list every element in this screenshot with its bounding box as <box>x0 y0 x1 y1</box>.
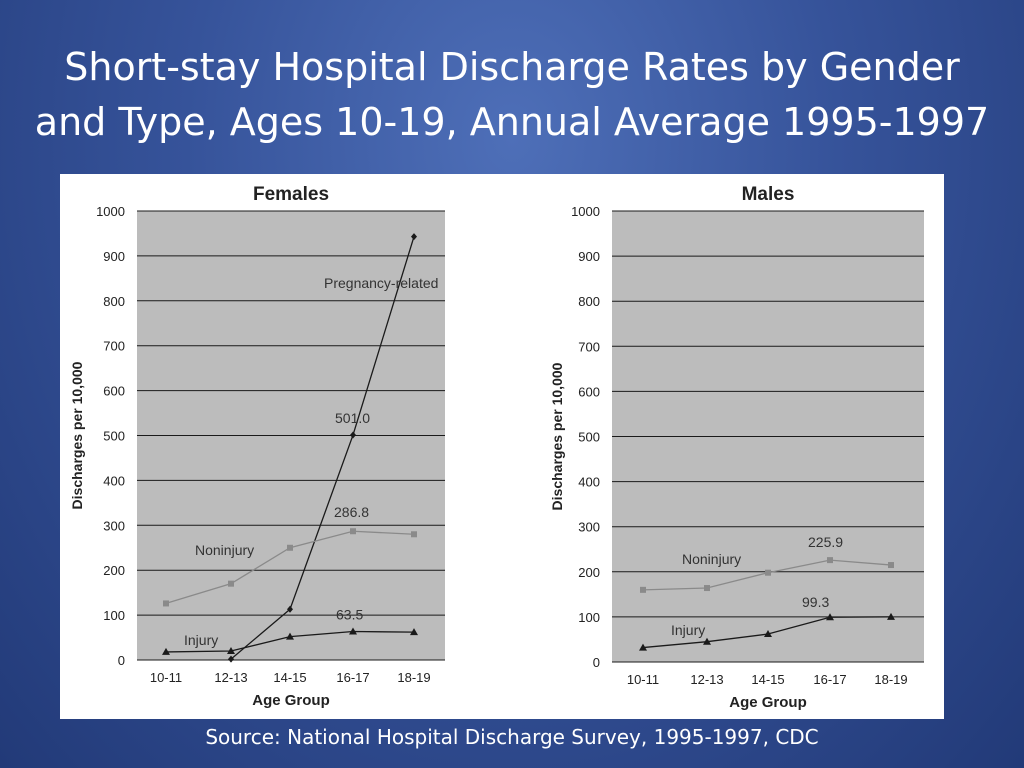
x-tick-label: 14-15 <box>751 672 784 687</box>
x-tick-label: 12-13 <box>214 670 247 685</box>
y-tick-label: 0 <box>593 655 600 670</box>
data-point-noninjury <box>827 557 833 564</box>
x-tick-label: 18-19 <box>874 672 907 687</box>
y-tick-label: 700 <box>578 339 600 354</box>
y-tick-label: 1000 <box>571 204 600 219</box>
x-axis-title: Age Group <box>729 694 807 711</box>
series-label-injury: Injury <box>184 632 218 648</box>
data-point-noninjury <box>765 569 771 576</box>
x-tick-label: 10-11 <box>627 672 659 687</box>
slide-title-line-1: Short-stay Hospital Discharge Rates by G… <box>64 45 960 89</box>
chart-title: Males <box>742 184 795 205</box>
data-point-noninjury <box>888 562 894 569</box>
slide-title: Short-stay Hospital Discharge Rates by G… <box>0 40 1024 150</box>
data-point-injury <box>887 612 895 620</box>
series-label-noninjury: Noninjury <box>682 551 741 567</box>
data-point-pregnancy-related <box>350 431 356 439</box>
data-point-noninjury <box>411 531 417 538</box>
data-point-injury <box>703 637 711 645</box>
y-tick-label: 700 <box>103 339 125 354</box>
data-label: 63.5 <box>336 606 363 622</box>
data-point-injury <box>349 627 357 635</box>
series-label-injury: Injury <box>671 622 705 638</box>
data-point-injury <box>639 643 647 651</box>
x-tick-label: 10-11 <box>150 670 182 685</box>
data-point-pregnancy-related <box>228 655 234 663</box>
data-label: 286.8 <box>334 504 369 520</box>
y-tick-label: 100 <box>103 608 125 623</box>
y-tick-label: 500 <box>578 430 600 445</box>
y-tick-label: 300 <box>578 520 600 535</box>
y-tick-label: 200 <box>578 565 600 580</box>
y-tick-label: 500 <box>103 429 125 444</box>
y-tick-label: 300 <box>103 518 125 533</box>
chart-title: Females <box>253 184 329 205</box>
data-point-noninjury <box>350 528 356 535</box>
data-point-injury <box>286 632 294 640</box>
series-label-pregnancy-related: Pregnancy-related <box>324 275 438 291</box>
y-tick-label: 400 <box>578 475 600 490</box>
y-tick-label: 400 <box>103 473 125 488</box>
data-point-noninjury <box>287 544 293 551</box>
data-point-injury <box>410 628 418 636</box>
y-tick-label: 200 <box>103 563 125 578</box>
slide-title-line-2: and Type, Ages 10-19, Annual Average 199… <box>34 100 990 144</box>
data-point-noninjury <box>228 580 234 587</box>
data-point-injury <box>162 647 170 655</box>
data-point-injury <box>826 613 834 621</box>
y-tick-label: 800 <box>578 294 600 309</box>
y-tick-label: 600 <box>578 384 600 399</box>
y-tick-label: 0 <box>118 653 125 668</box>
data-point-injury <box>764 630 772 638</box>
x-tick-label: 12-13 <box>690 672 723 687</box>
y-tick-label: 900 <box>578 249 600 264</box>
y-axis-title: Discharges per 10,000 <box>549 362 565 510</box>
chart-females: 0 100 200 300 400 500 600 700 800 900 1000 10-11 12-… <box>69 184 445 709</box>
y-tick-label: 100 <box>578 610 600 625</box>
data-point-injury <box>227 647 235 655</box>
data-label: 501.0 <box>335 410 370 426</box>
y-tick-label: 600 <box>103 384 125 399</box>
x-axis-title: Age Group <box>252 692 330 709</box>
y-axis-title: Discharges per 10,000 <box>69 361 85 509</box>
x-tick-label: 14-15 <box>273 670 306 685</box>
x-tick-label: 18-19 <box>397 670 430 685</box>
x-tick-label: 16-17 <box>813 672 846 687</box>
y-tick-label: 1000 <box>96 204 125 219</box>
chart-figure: 0 100 200 300 400 500 600 700 800 900 1000 10-11 12-… <box>60 174 944 719</box>
data-point-noninjury <box>640 586 646 593</box>
series-line-pregnancy-related <box>230 236 415 660</box>
source-caption: Source: National Hospital Discharge Surv… <box>205 725 819 749</box>
series-label-noninjury: Noninjury <box>195 542 254 558</box>
chart-males: 0 100 200 300 400 500 600 700 800 900 1000 10-11 12-… <box>549 184 924 711</box>
x-tick-label: 16-17 <box>336 670 369 685</box>
data-point-pregnancy-related <box>287 605 293 613</box>
data-point-noninjury <box>704 585 710 592</box>
y-tick-label: 800 <box>103 294 125 309</box>
y-tick-label: 900 <box>103 249 125 264</box>
data-label: 225.9 <box>808 534 843 550</box>
data-label: 99.3 <box>802 594 829 610</box>
data-point-pregnancy-related <box>411 233 417 241</box>
data-point-noninjury <box>163 600 169 607</box>
